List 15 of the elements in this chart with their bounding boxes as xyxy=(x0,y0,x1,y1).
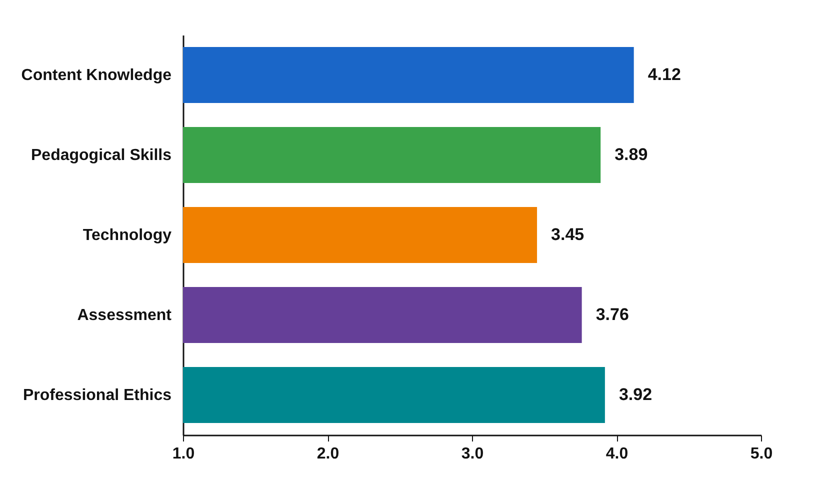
y-tick-label: Assessment xyxy=(77,307,172,324)
y-tick-label: Content Knowledge xyxy=(21,67,172,84)
y-tick-label: Professional Ethics xyxy=(23,387,172,404)
data-label: 4.12 xyxy=(648,65,681,84)
x-tick-label: 2.0 xyxy=(316,446,340,462)
data-label: 3.45 xyxy=(551,225,584,244)
x-tick-label: 4.0 xyxy=(606,446,628,462)
data-label: 3.92 xyxy=(618,385,652,404)
x-tick-label: 1.0 xyxy=(172,446,195,462)
x-tick-label: 3.0 xyxy=(461,446,484,462)
data-label: 3.89 xyxy=(614,145,648,164)
x-tick-label: 5.0 xyxy=(750,446,773,462)
y-tick-label: Technology xyxy=(82,227,172,244)
data-label: 3.76 xyxy=(596,305,629,324)
y-tick-label: Pedagogical Skills xyxy=(31,147,172,164)
